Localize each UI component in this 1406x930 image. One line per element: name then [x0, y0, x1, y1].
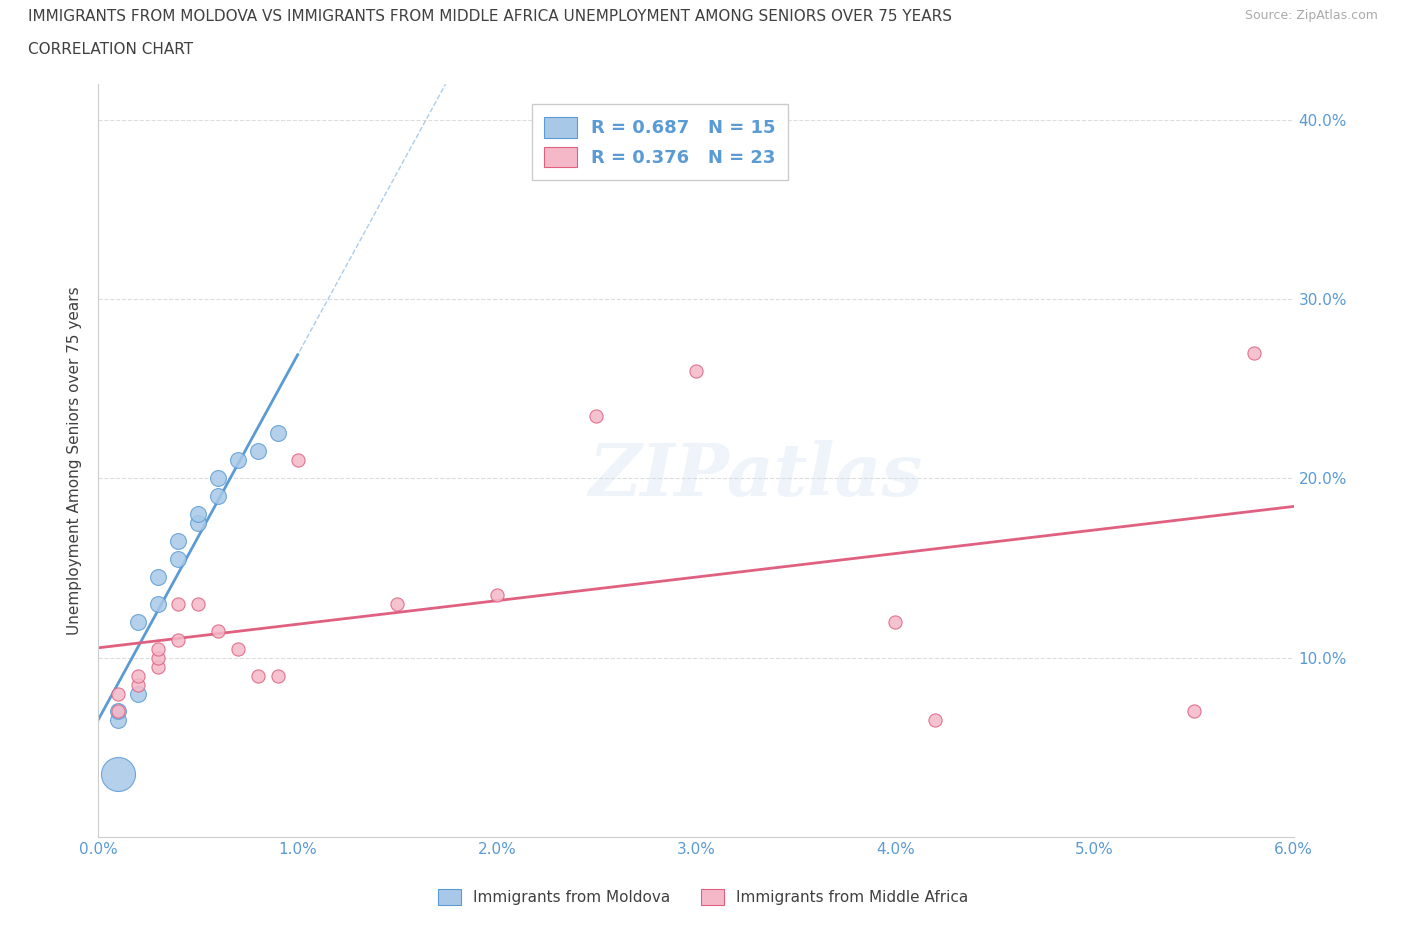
Point: [246, 668, 269, 683]
Point: [167, 632, 190, 647]
Point: [148, 569, 170, 584]
Y-axis label: Unemployment Among Seniors over 75 years: Unemployment Among Seniors over 75 years: [67, 286, 83, 634]
Point: [148, 642, 170, 657]
Point: [287, 453, 309, 468]
Point: [167, 551, 190, 566]
Point: [267, 426, 290, 441]
Point: [107, 686, 129, 701]
Point: [385, 596, 409, 611]
Point: [226, 642, 249, 657]
Legend: R = 0.687   N = 15, R = 0.376   N = 23: R = 0.687 N = 15, R = 0.376 N = 23: [531, 104, 789, 180]
Point: [485, 588, 508, 603]
Point: [207, 471, 229, 485]
Point: [207, 489, 229, 504]
Legend: Immigrants from Moldova, Immigrants from Middle Africa: Immigrants from Moldova, Immigrants from…: [430, 882, 976, 913]
Point: [207, 623, 229, 638]
Point: [187, 596, 209, 611]
Point: [267, 668, 290, 683]
Point: [167, 596, 190, 611]
Point: [167, 534, 190, 549]
Point: [884, 615, 907, 630]
Point: [226, 453, 249, 468]
Point: [685, 364, 707, 379]
Text: IMMIGRANTS FROM MOLDOVA VS IMMIGRANTS FROM MIDDLE AFRICA UNEMPLOYMENT AMONG SENI: IMMIGRANTS FROM MOLDOVA VS IMMIGRANTS FR…: [28, 9, 952, 24]
Point: [127, 668, 149, 683]
Point: [924, 713, 946, 728]
Point: [1182, 704, 1205, 719]
Point: [107, 704, 129, 719]
Point: [148, 596, 170, 611]
Text: Source: ZipAtlas.com: Source: ZipAtlas.com: [1244, 9, 1378, 22]
Point: [127, 615, 149, 630]
Point: [585, 408, 607, 423]
Point: [187, 515, 209, 530]
Text: CORRELATION CHART: CORRELATION CHART: [28, 42, 193, 57]
Point: [107, 713, 129, 728]
Point: [1243, 345, 1265, 360]
Point: [148, 650, 170, 665]
Point: [107, 766, 129, 781]
Point: [127, 677, 149, 692]
Point: [127, 686, 149, 701]
Point: [107, 704, 129, 719]
Text: ZIPatlas: ZIPatlas: [589, 440, 922, 511]
Point: [246, 444, 269, 458]
Point: [187, 507, 209, 522]
Point: [148, 659, 170, 674]
